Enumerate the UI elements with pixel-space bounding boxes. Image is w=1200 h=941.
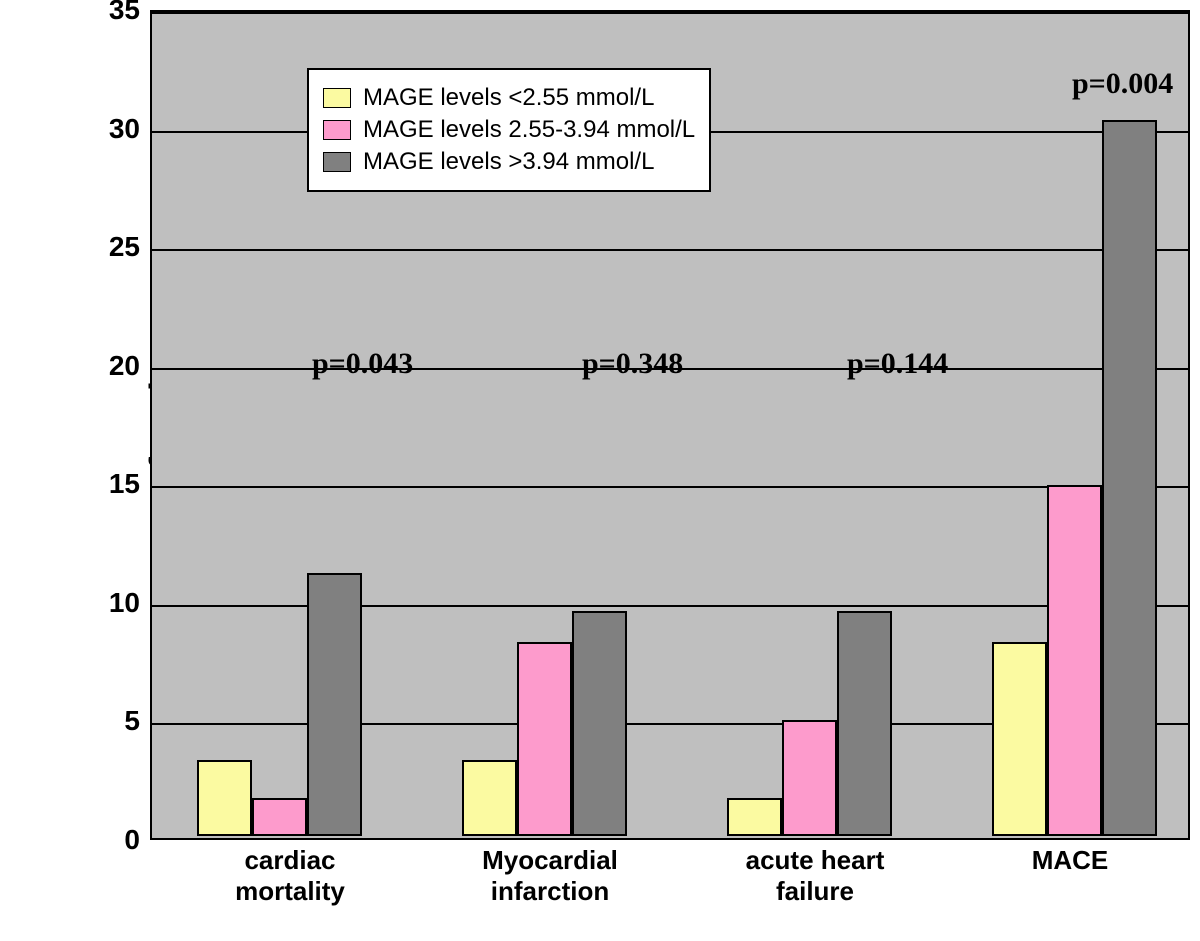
legend-swatch: [323, 120, 351, 140]
x-category-label: Myocardialinfarction: [450, 845, 650, 907]
bar-chart: Percent of Patients 05101520253035 p=0.0…: [120, 10, 1190, 930]
legend: MAGE levels <2.55 mmol/L MAGE levels 2.55…: [307, 68, 711, 192]
x-category-label: acute heartfailure: [710, 845, 920, 907]
bar: [462, 760, 517, 836]
bar: [517, 642, 572, 836]
legend-item: MAGE levels 2.55-3.94 mmol/L: [323, 116, 695, 144]
x-category-label: cardiacmortality: [200, 845, 380, 907]
p-value-label: p=0.043: [312, 347, 413, 381]
legend-swatch: [323, 152, 351, 172]
bar-group: [992, 120, 1157, 836]
bar: [197, 760, 252, 836]
gridline: [152, 12, 1188, 14]
bar: [572, 611, 627, 836]
y-tick-label: 25: [109, 231, 140, 263]
plot-area: p=0.043 p=0.348 p=0.144 p=0.004 MAGE levels…: [150, 10, 1190, 840]
bar: [1102, 120, 1157, 836]
y-tick-label: 5: [124, 705, 140, 737]
p-value-label: p=0.348: [582, 347, 683, 381]
bar: [252, 798, 307, 836]
legend-item: MAGE levels >3.94 mmol/L: [323, 148, 695, 176]
bar-group: [197, 573, 362, 836]
bar: [307, 573, 362, 836]
y-tick-label: 10: [109, 587, 140, 619]
bar-group: [462, 611, 627, 836]
p-value-label: p=0.144: [847, 347, 948, 381]
x-category-label: MACE: [1000, 845, 1140, 876]
legend-label: MAGE levels >3.94 mmol/L: [363, 148, 654, 176]
legend-label: MAGE levels <2.55 mmol/L: [363, 84, 654, 112]
p-value-label: p=0.004: [1072, 67, 1173, 101]
bar: [837, 611, 892, 836]
legend-swatch: [323, 88, 351, 108]
y-tick-label: 30: [109, 113, 140, 145]
y-tick-label: 35: [109, 0, 140, 26]
bar-group: [727, 611, 892, 836]
y-tick-label: 0: [124, 824, 140, 856]
bar: [727, 798, 782, 836]
y-tick-label: 20: [109, 350, 140, 382]
y-tick-label: 15: [109, 468, 140, 500]
bar: [1047, 485, 1102, 836]
bar: [992, 642, 1047, 836]
legend-label: MAGE levels 2.55-3.94 mmol/L: [363, 116, 695, 144]
bar: [782, 720, 837, 836]
legend-item: MAGE levels <2.55 mmol/L: [323, 84, 695, 112]
